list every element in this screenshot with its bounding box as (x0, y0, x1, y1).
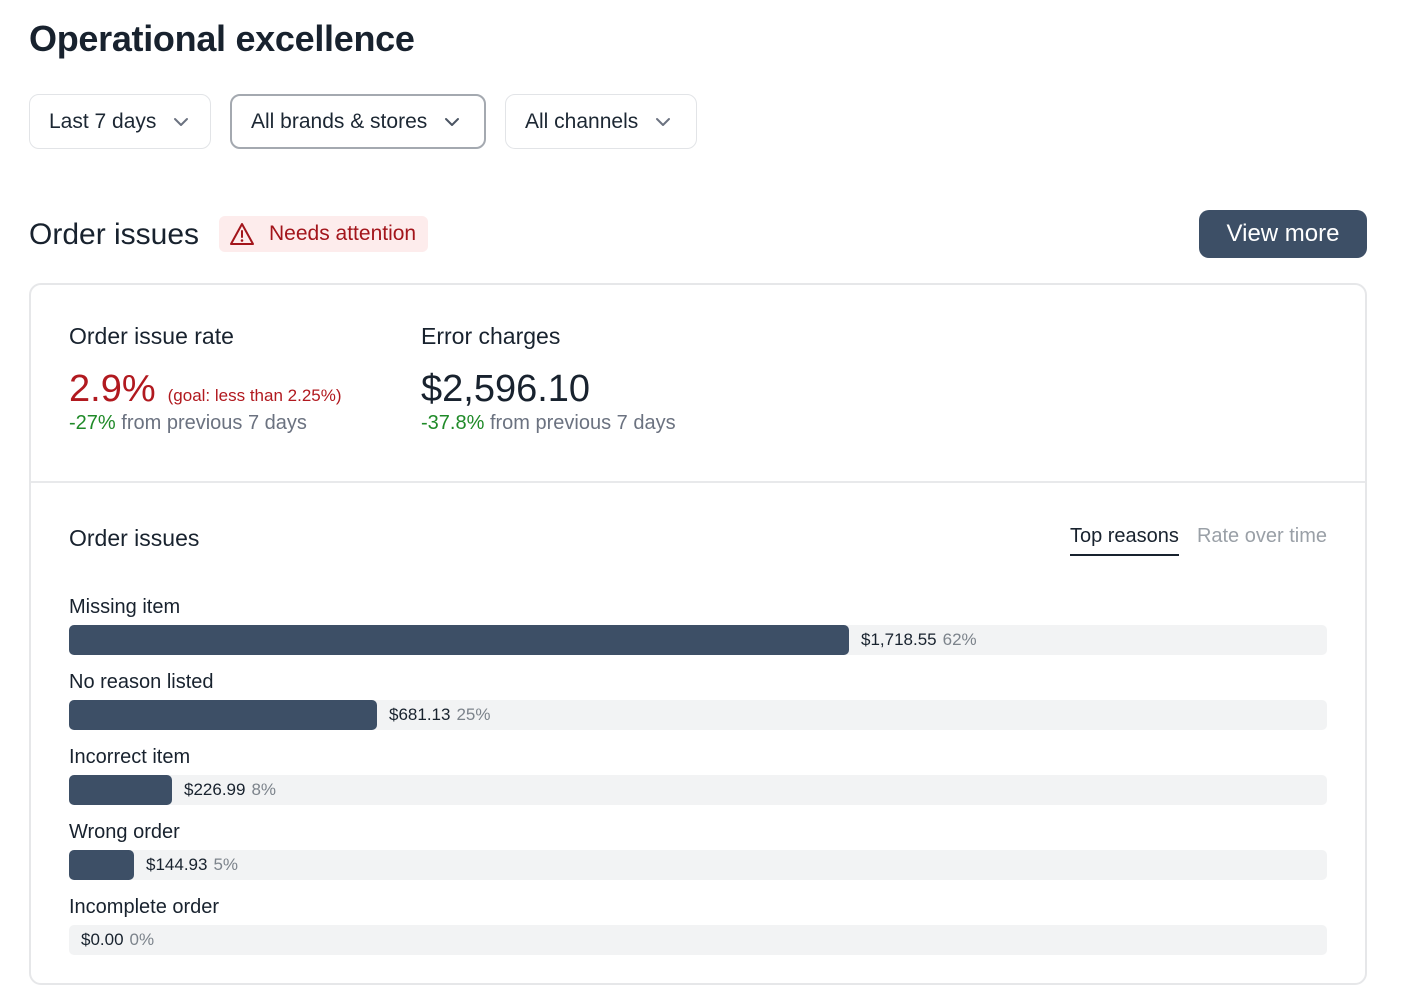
reason-amount: $681.13 (389, 705, 451, 724)
metric-goal: (goal: less than 2.25%) (167, 386, 342, 405)
tab-top-reasons[interactable]: Top reasons (1069, 525, 1179, 556)
chevron-down-icon (172, 113, 190, 131)
reason-bar-fill (69, 775, 172, 805)
reason-label: Missing item (69, 596, 181, 618)
reason-bar-track: $0.00 0% (69, 925, 1327, 955)
metric-delta-suffix: from previous 7 days (121, 412, 307, 434)
reason-percent: 5% (213, 855, 239, 874)
badge-label: Needs attention (269, 222, 417, 245)
reason-row: Incomplete order $0.00 0% (69, 895, 1327, 970)
metric-delta: -37.8% (421, 412, 485, 434)
metric-change: -37.8% from previous 7 days (421, 412, 676, 435)
filter-bar: Last 7 days All brands & stores All chan… (29, 94, 697, 149)
reason-bar-track: $144.93 5% (69, 850, 1327, 880)
reason-row: Incorrect item $226.99 8% (69, 745, 1327, 820)
reason-bar-fill (69, 700, 377, 730)
metrics-panel: Order issue rate 2.9% (goal: less than 2… (31, 285, 1365, 483)
section-title: Order issues (29, 218, 200, 251)
page-title: Operational excellence (29, 18, 415, 59)
order-issue-rate-metric: Order issue rate 2.9% (goal: less than 2… (69, 323, 342, 435)
metric-value: 2.9% (69, 368, 156, 410)
reason-label: Incorrect item (69, 746, 191, 768)
breakdown-tabs: Top reasons Rate over time (1069, 525, 1327, 556)
reason-list: Missing item $1,718.55 62% No reason lis… (69, 595, 1327, 970)
metric-value-row: $2,596.10 (421, 368, 676, 410)
breakdown-title: Order issues (69, 525, 200, 551)
reason-percent: 62% (942, 630, 977, 649)
chevron-down-icon (443, 113, 461, 131)
error-charges-metric: Error charges $2,596.10 -37.8% from prev… (421, 323, 676, 435)
metric-label: Error charges (421, 323, 561, 349)
brands-stores-filter-label: All brands & stores (251, 109, 428, 133)
metric-value-row: 2.9% (goal: less than 2.25%) (69, 368, 342, 410)
reason-bar-track: $226.99 8% (69, 775, 1327, 805)
reason-percent: 0% (129, 930, 155, 949)
chevron-down-icon (654, 113, 672, 131)
reason-row: Missing item $1,718.55 62% (69, 595, 1327, 670)
metric-delta-suffix: from previous 7 days (489, 412, 676, 434)
reason-row: No reason listed $681.13 25% (69, 670, 1327, 745)
needs-attention-badge: Needs attention (219, 216, 429, 252)
date-range-filter[interactable]: Last 7 days (29, 94, 211, 149)
reason-bar-track: $1,718.55 62% (69, 625, 1327, 655)
reason-label: No reason listed (69, 671, 214, 693)
reason-row: Wrong order $144.93 5% (69, 820, 1327, 895)
metric-label: Order issue rate (69, 323, 234, 349)
order-issues-header: Order issues Needs attention View more (29, 210, 1367, 260)
reason-bar-track: $681.13 25% (69, 700, 1327, 730)
reason-percent: 25% (456, 705, 491, 724)
date-range-filter-label: Last 7 days (49, 109, 157, 133)
reason-amount: $1,718.55 (861, 630, 937, 649)
metric-change: -27% from previous 7 days (69, 412, 342, 435)
channels-filter-label: All channels (525, 109, 639, 133)
reason-label: Incomplete order (69, 896, 220, 918)
reason-bar-fill (69, 850, 134, 880)
reason-amount: $144.93 (146, 855, 208, 874)
reason-percent: 8% (251, 780, 277, 799)
reason-amount: $226.99 (184, 780, 246, 799)
tab-rate-over-time[interactable]: Rate over time (1196, 525, 1327, 547)
metric-value: $2,596.10 (421, 368, 591, 410)
warning-icon (229, 222, 255, 246)
order-issues-card: Order issue rate 2.9% (goal: less than 2… (29, 283, 1367, 985)
reason-label: Wrong order (69, 821, 180, 843)
brands-stores-filter[interactable]: All brands & stores (230, 94, 486, 149)
view-more-button[interactable]: View more (1199, 210, 1367, 258)
channels-filter[interactable]: All channels (505, 94, 697, 149)
reason-bar-fill (69, 625, 849, 655)
metric-delta: -27% (69, 412, 116, 434)
reason-amount: $0.00 (81, 930, 124, 949)
